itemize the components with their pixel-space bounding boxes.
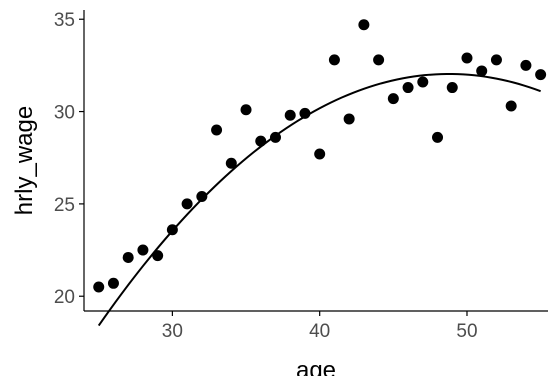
data-point (328, 54, 340, 66)
x-tick-label: 50 (456, 321, 477, 342)
data-point (343, 113, 355, 125)
data-point (269, 131, 281, 143)
data-point (314, 148, 326, 160)
data-point (107, 277, 119, 289)
data-point (299, 107, 311, 119)
y-tick-label: 35 (54, 10, 75, 31)
data-point (446, 82, 458, 94)
y-tick-label: 25 (54, 195, 75, 216)
x-tick-label: 30 (162, 321, 183, 342)
data-point (535, 69, 547, 81)
y-axis-title: hrly_wage (11, 106, 38, 215)
data-point (137, 244, 149, 256)
axes: 20 25 30 35 30 40 50 (54, 10, 548, 342)
data-point (166, 224, 178, 236)
data-point (93, 281, 105, 293)
data-point (476, 65, 488, 77)
data-point (358, 19, 370, 31)
y-tick-label: 20 (54, 287, 75, 308)
x-tick-label: 40 (309, 321, 330, 342)
data-point (255, 135, 267, 147)
data-point (122, 251, 134, 263)
data-point (211, 124, 223, 136)
data-point (505, 100, 517, 112)
data-point (402, 82, 414, 94)
data-point (225, 157, 237, 169)
data-point (387, 93, 399, 105)
y-tick-label: 30 (54, 103, 75, 124)
data-point (373, 54, 385, 66)
data-point (196, 191, 208, 203)
data-point (181, 198, 193, 210)
data-point (490, 54, 502, 66)
data-point (417, 76, 429, 88)
data-point (520, 59, 532, 71)
x-axis-title: age (296, 357, 336, 376)
data-point (284, 109, 296, 121)
data-point (461, 52, 473, 64)
plot-area (93, 19, 547, 327)
data-point (152, 250, 164, 262)
data-point (432, 131, 444, 143)
data-point (240, 104, 252, 116)
